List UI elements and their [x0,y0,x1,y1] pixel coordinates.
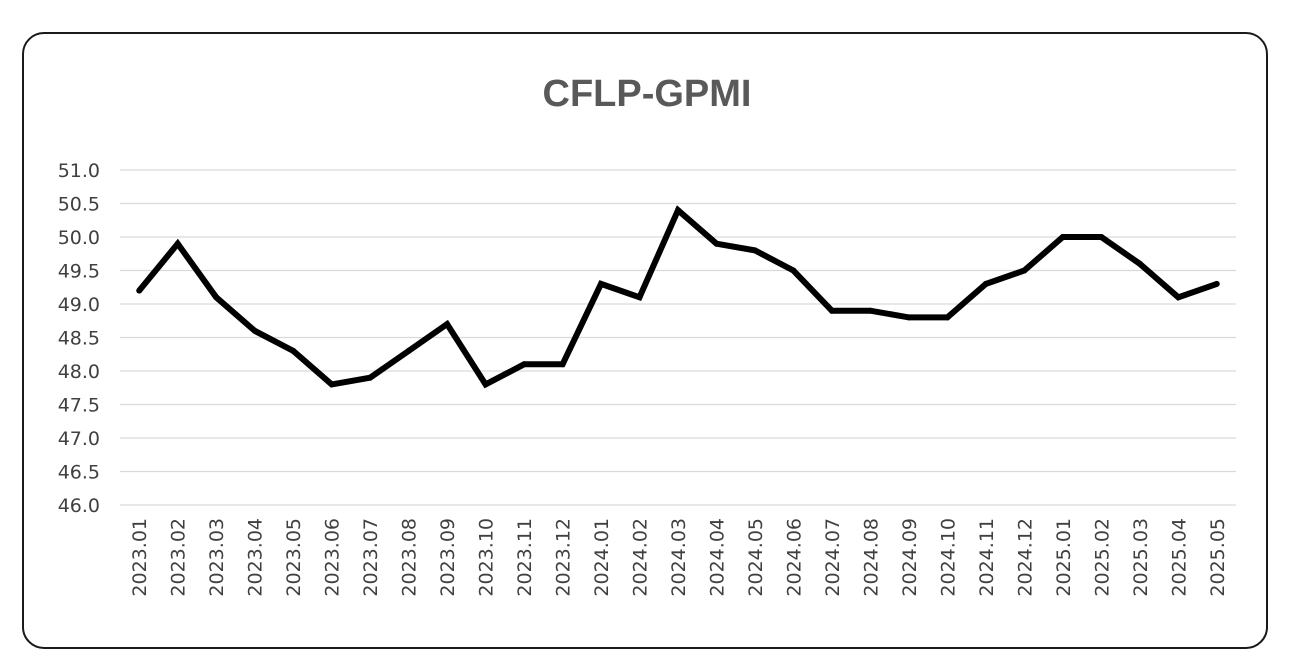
data-point [751,247,758,254]
data-point [598,280,605,287]
data-point [290,347,297,354]
y-tick-label: 47.5 [58,395,100,417]
data-point [944,314,951,321]
data-point [444,321,451,328]
data-point [1175,294,1182,301]
data-point [867,307,874,314]
x-tick-label: 2023.05 [283,518,305,597]
data-point [905,314,912,321]
data-point [636,294,643,301]
x-tick-label: 2025.03 [1130,518,1152,597]
x-tick-label: 2024.04 [706,518,728,597]
data-point [328,381,335,388]
data-point [713,240,720,247]
x-tick-label: 2023.04 [245,518,267,597]
x-tick-label: 2023.07 [360,518,382,597]
y-axis-ticks: 46.0 46.5 47.0 47.5 48.0 48.5 49.0 49.5 50.0 50.5… [58,160,100,517]
data-point [1059,234,1066,240]
data-point [367,374,374,381]
y-tick-label: 50.5 [58,194,100,216]
x-tick-label: 2023.02 [168,518,190,597]
data-point [1213,280,1220,287]
data-point [251,327,258,334]
x-tick-label: 2023.01 [129,518,151,597]
data-point [405,347,412,354]
data-point [482,381,489,388]
y-tick-label: 49.0 [58,294,100,316]
x-tick-label: 2024.08 [860,518,882,597]
y-tick-label: 48.5 [58,328,100,350]
x-tick-label: 2024.02 [630,518,652,597]
x-tick-label: 2024.07 [822,518,844,597]
x-tick-label: 2023.11 [514,518,536,597]
x-axis-ticks: 2023.01 2023.02 2023.03 2023.04 2023.05 2023.… [129,518,1229,597]
x-tick-label: 2023.06 [322,518,344,597]
x-tick-label: 2025.04 [1168,518,1190,597]
x-tick-label: 2024.06 [783,518,805,597]
grid-lines [120,169,1236,506]
data-point [1098,234,1105,240]
series-line [136,205,1218,389]
x-tick-label: 2024.10 [937,518,959,597]
chart-title: CFLP-GPMI [543,73,752,115]
data-point [136,287,143,294]
data-point [675,207,681,214]
x-tick-label: 2024.11 [976,518,998,597]
data-point [559,361,566,368]
x-tick-label: 2023.08 [399,518,421,597]
x-tick-label: 2025.01 [1053,518,1075,597]
x-tick-label: 2025.05 [1207,518,1229,597]
y-tick-label: 46.5 [58,462,100,484]
data-point [521,361,528,368]
y-tick-label: 51.0 [58,160,100,182]
y-tick-label: 49.5 [58,261,100,283]
x-tick-label: 2023.10 [476,518,498,597]
data-point [828,307,835,314]
x-tick-label: 2023.09 [437,518,459,597]
x-tick-label: 2025.02 [1091,518,1113,597]
x-tick-label: 2024.09 [899,518,921,597]
y-tick-label: 50.0 [58,227,100,249]
y-tick-label: 46.0 [58,495,100,517]
x-tick-label: 2024.12 [1014,518,1036,597]
data-point [1021,267,1028,274]
data-point [213,294,220,301]
chart-frame [22,32,1268,649]
data-point [982,280,989,287]
y-tick-label: 48.0 [58,361,100,383]
x-tick-label: 2024.01 [591,518,613,597]
series-layer [136,205,1220,389]
x-tick-label: 2024.03 [668,518,690,597]
x-tick-label: 2023.03 [206,518,228,597]
y-tick-label: 47.0 [58,428,100,450]
x-tick-label: 2024.05 [745,518,767,597]
data-point [174,240,181,247]
data-point [790,267,797,274]
data-point [1136,260,1143,267]
x-tick-label: 2023.12 [553,518,575,597]
